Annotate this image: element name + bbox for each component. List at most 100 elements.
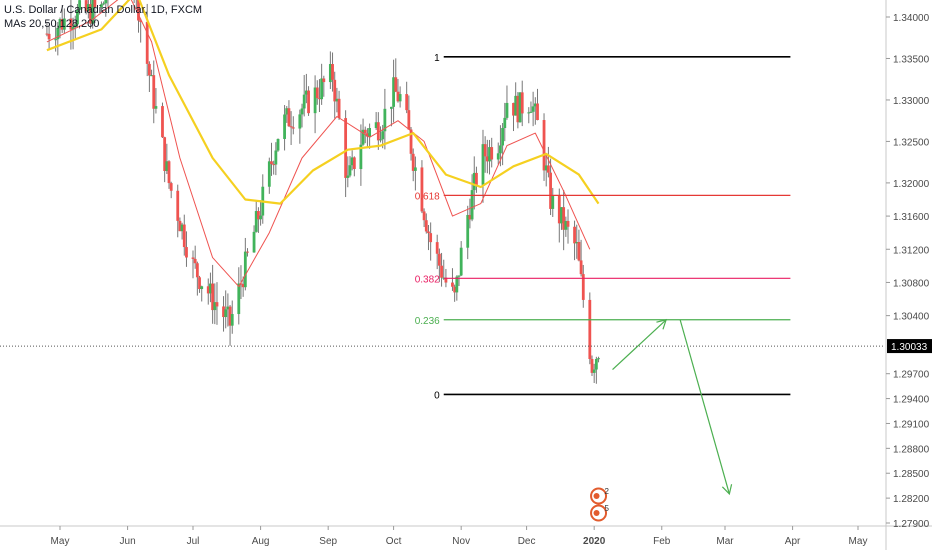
candle (78, 0, 82, 15)
candle-body-up (91, 0, 95, 24)
ma-fast-line (46, 0, 591, 288)
candle (243, 237, 247, 291)
candle-body-up (472, 172, 476, 191)
candle-body-down (453, 286, 457, 293)
candle (84, 0, 88, 15)
event-count: 5 (605, 504, 610, 513)
candle (211, 264, 215, 324)
candle (304, 73, 308, 104)
candle (182, 214, 186, 256)
candle (289, 111, 293, 146)
candle-body-up (58, 19, 62, 28)
candle (206, 278, 210, 305)
candle-body-down (546, 165, 550, 173)
candle (300, 103, 304, 128)
candle (259, 200, 262, 226)
candle-body-up (496, 153, 500, 160)
candle (100, 1, 103, 13)
candle-body-down (185, 247, 188, 258)
fib-level-label: 0.382 (415, 274, 440, 285)
candle-body-down (542, 120, 546, 171)
candle-body-down (195, 263, 199, 278)
candle-body-down (167, 161, 171, 184)
candle-body-up (267, 161, 271, 187)
candle-body-up (350, 157, 354, 166)
candle-body-down (152, 75, 156, 109)
candle-body-up (470, 190, 474, 220)
candle (73, 15, 77, 39)
candle (71, 17, 75, 50)
candle-body-down (409, 129, 413, 154)
x-tick-label: Sep (319, 536, 337, 547)
candle (86, 0, 90, 19)
candle (276, 138, 280, 152)
candle (328, 51, 332, 89)
candle (104, 0, 108, 17)
candle (315, 80, 319, 105)
candle (331, 52, 334, 92)
candle-body-down (137, 0, 140, 21)
candle-body-down (588, 299, 592, 360)
candle-body-up (328, 64, 332, 83)
flag-icon (593, 493, 600, 499)
candle-body-down (193, 258, 197, 264)
candle-body-down (163, 137, 167, 171)
candle-body-down (566, 220, 570, 227)
candle (470, 174, 474, 222)
candle-body-up (276, 138, 280, 151)
candle (178, 217, 182, 232)
candle-body-down (182, 224, 186, 248)
candle (320, 63, 324, 105)
projection-arrows[interactable] (612, 318, 733, 496)
candle-body-down (206, 286, 210, 294)
candle-body-down (198, 277, 201, 290)
y-tick-label: 1.31200 (893, 245, 930, 256)
event-badge[interactable]: 2 (590, 487, 610, 505)
candle (457, 275, 461, 286)
fib-level-label: 1 (434, 53, 440, 64)
candle (437, 248, 441, 282)
candle-body-down (549, 172, 552, 209)
candle (224, 290, 228, 329)
candle-body-down (211, 283, 215, 311)
candle-body-up (390, 106, 393, 109)
candle-body-down (407, 110, 411, 130)
candle-body-up (237, 283, 241, 315)
candle (137, 0, 140, 33)
candle-body-up (56, 27, 60, 40)
candle (383, 88, 387, 150)
candle-body-down (490, 147, 494, 160)
candle (413, 156, 417, 191)
candle-body-down (331, 64, 334, 80)
candle (588, 292, 592, 365)
candle-body-down (139, 20, 143, 23)
candle (145, 3, 149, 77)
x-tick-label: May (849, 536, 868, 547)
candle (348, 156, 352, 178)
candle-body-up (254, 211, 258, 232)
candle (200, 285, 204, 302)
candle (287, 100, 291, 127)
projection-arrowhead (656, 318, 668, 330)
candle-body-down (437, 253, 441, 266)
candle (185, 231, 188, 267)
y-tick-label: 1.29100 (893, 419, 930, 430)
candle (481, 129, 485, 203)
candle (246, 248, 249, 257)
x-tick-label: Dec (518, 536, 536, 547)
candle (594, 356, 598, 384)
event-badge[interactable]: 5 (590, 504, 610, 522)
candle (546, 146, 550, 178)
candle (283, 105, 286, 151)
candle-body-up (243, 251, 247, 288)
candle-body-up (594, 358, 598, 370)
candle-body-up (499, 145, 502, 154)
candle-body-up (230, 314, 234, 326)
candle-body-down (45, 33, 49, 35)
candle (451, 268, 454, 291)
candle-body-up (459, 247, 463, 276)
candle-body-down (228, 306, 232, 326)
current-price-label: 1.30033 (891, 342, 928, 353)
